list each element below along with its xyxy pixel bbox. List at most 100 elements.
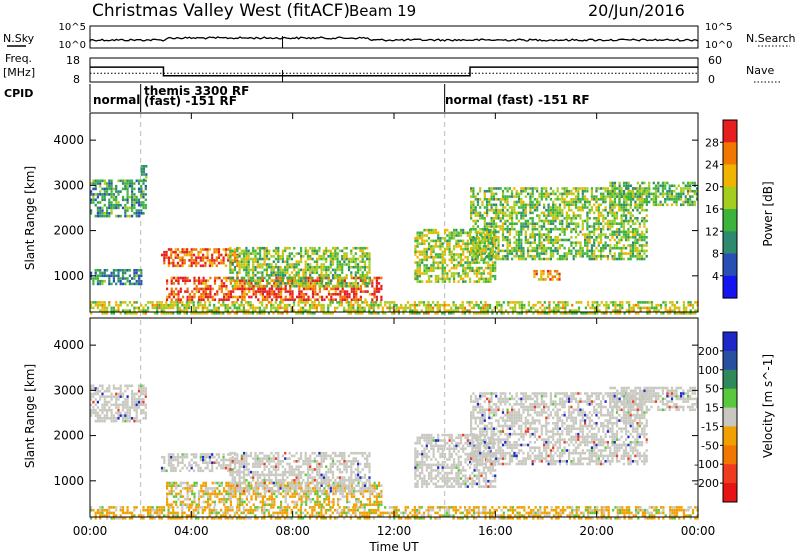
heatmap-cell xyxy=(478,269,481,273)
heatmap-cell xyxy=(423,253,426,256)
heatmap-cell xyxy=(103,414,106,417)
heatmap-cell xyxy=(432,228,435,232)
heatmap-cell xyxy=(174,248,177,251)
heatmap-cell xyxy=(570,227,573,231)
heatmap-cell xyxy=(121,195,125,199)
heatmap-cell xyxy=(347,257,351,261)
heatmap-cell xyxy=(432,258,435,262)
heatmap-cell xyxy=(622,257,625,261)
heatmap-cell xyxy=(229,249,232,253)
heatmap-cell xyxy=(629,211,632,215)
noise-right-label: N.Search xyxy=(746,32,796,45)
heatmap-cell xyxy=(677,198,680,201)
heatmap-cell xyxy=(613,217,616,220)
heatmap-cell xyxy=(450,266,453,270)
heatmap-cell xyxy=(522,203,525,207)
heatmap-cell xyxy=(275,298,278,301)
heatmap-cell xyxy=(516,301,519,304)
heatmap-cell xyxy=(131,214,134,218)
heatmap-cell xyxy=(144,417,147,420)
heatmap-cell xyxy=(541,309,544,312)
heatmap-cell xyxy=(167,455,170,459)
colorbar-swatch xyxy=(723,164,737,188)
heatmap-cell xyxy=(274,274,278,277)
heatmap-cell xyxy=(128,411,131,415)
heatmap-cell xyxy=(668,189,671,193)
heatmap-cell xyxy=(464,272,467,275)
heatmap-cell xyxy=(678,312,681,315)
heatmap-cell xyxy=(509,301,512,304)
heatmap-cell xyxy=(539,306,542,310)
heatmap-cell xyxy=(443,228,447,232)
heatmap-cell xyxy=(558,257,562,261)
heatmap-cell xyxy=(259,271,262,274)
heatmap-cell xyxy=(595,198,598,201)
heatmap-cell xyxy=(254,268,257,272)
heatmap-cell xyxy=(106,395,109,398)
heatmap-cell xyxy=(277,257,280,261)
heatmap-cell xyxy=(668,198,671,201)
heatmap-cell xyxy=(277,271,280,274)
heatmap-cell xyxy=(554,211,557,215)
heatmap-cell xyxy=(448,309,451,312)
heatmap-cell xyxy=(231,455,234,459)
heatmap-cell xyxy=(202,469,205,473)
heatmap-cell xyxy=(184,282,187,285)
heatmap-cell xyxy=(685,309,688,312)
heatmap-cell xyxy=(135,400,138,404)
heatmap-cell xyxy=(280,290,283,293)
heatmap-cell xyxy=(213,276,217,280)
heatmap-cell xyxy=(432,301,435,304)
heatmap-cell xyxy=(618,184,621,188)
heatmap-cell xyxy=(636,230,639,234)
heatmap-cell xyxy=(336,282,339,285)
heatmap-cell xyxy=(432,309,435,312)
heatmap-cell xyxy=(270,298,274,301)
heatmap-cell xyxy=(669,312,672,315)
heatmap-cell xyxy=(267,301,270,304)
heatmap-cell xyxy=(421,280,424,283)
heatmap-cell xyxy=(252,265,255,269)
heatmap-cell xyxy=(266,293,269,296)
heatmap-cell xyxy=(110,182,113,185)
heatmap-cell xyxy=(252,246,255,250)
heatmap-cell xyxy=(520,238,523,242)
heatmap-cell xyxy=(236,276,239,280)
heatmap-cell xyxy=(341,265,344,269)
heatmap-cell xyxy=(140,400,143,404)
heatmap-cell xyxy=(581,189,584,193)
heatmap-cell xyxy=(96,269,99,272)
heatmap-cell xyxy=(279,271,282,274)
heatmap-cell xyxy=(482,303,485,307)
heatmap-cell xyxy=(193,295,196,299)
heatmap-cell xyxy=(222,248,225,251)
heatmap-cell xyxy=(165,303,168,307)
heatmap-cell xyxy=(549,236,552,239)
heatmap-cell xyxy=(684,184,687,188)
heatmap-cell xyxy=(689,189,692,193)
heatmap-cell xyxy=(313,265,316,269)
heatmap-cell xyxy=(135,195,138,199)
heatmap-cell xyxy=(140,309,143,312)
heatmap-cell xyxy=(522,257,525,261)
heatmap-cell xyxy=(201,303,204,307)
heatmap-cell xyxy=(277,295,280,299)
heatmap-cell xyxy=(615,241,619,244)
heatmap-cell xyxy=(103,271,106,275)
heatmap-cell xyxy=(133,269,136,272)
heatmap-cell xyxy=(316,263,319,266)
heatmap-cell xyxy=(474,246,477,250)
heatmap-cell xyxy=(648,184,651,188)
heatmap-cell xyxy=(418,303,421,307)
heatmap-cell xyxy=(492,238,495,242)
heatmap-cell xyxy=(280,298,283,301)
heatmap-cell xyxy=(473,236,476,240)
heatmap-cell xyxy=(206,309,209,312)
heatmap-cell xyxy=(489,250,492,254)
heatmap-cell xyxy=(620,214,623,217)
heatmap-cell xyxy=(347,303,350,307)
heatmap-cell xyxy=(137,279,141,283)
heatmap-cell xyxy=(124,182,127,185)
heatmap-cell xyxy=(131,389,134,393)
heatmap-cell xyxy=(239,279,242,282)
